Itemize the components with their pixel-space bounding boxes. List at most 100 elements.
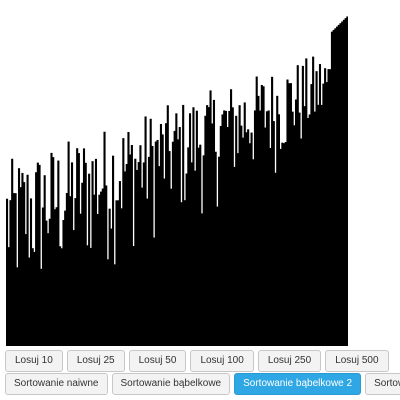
bubble-sort-2-button[interactable]: Sortowanie bąbelkowe 2 bbox=[234, 373, 362, 395]
sort-bar bbox=[209, 90, 212, 346]
sort-bar bbox=[12, 193, 15, 346]
sort-bar bbox=[127, 132, 130, 346]
sort-bar bbox=[94, 158, 98, 346]
sort-bar bbox=[14, 193, 17, 346]
sort-bar bbox=[235, 115, 238, 346]
sort-bar bbox=[219, 125, 222, 346]
sort-bar bbox=[52, 157, 55, 346]
random-500-button[interactable]: Losuj 500 bbox=[325, 350, 389, 372]
sort-bar bbox=[206, 105, 209, 346]
sort-bar bbox=[108, 208, 111, 346]
bars-chart bbox=[6, 16, 348, 346]
sort-bar bbox=[231, 107, 234, 346]
sort-bar bbox=[38, 164, 41, 346]
sort-bar bbox=[69, 196, 72, 346]
sort-bar bbox=[332, 29, 335, 346]
sort-bar bbox=[110, 228, 113, 346]
sort-bar bbox=[313, 111, 316, 346]
sort-bar bbox=[192, 107, 195, 346]
sort-bar bbox=[146, 198, 149, 346]
sort-bar bbox=[344, 18, 347, 346]
sort-bar bbox=[161, 134, 164, 346]
sort-bar bbox=[342, 19, 345, 346]
more-sort-button[interactable]: Sortowanie bbox=[365, 373, 400, 395]
sort-bar bbox=[47, 233, 50, 346]
sort-bar bbox=[187, 147, 190, 346]
sort-bar bbox=[55, 207, 58, 346]
sort-bar bbox=[118, 181, 121, 346]
sort-toolbar: Sortowanie naiwne Sortowanie bąbelkowe S… bbox=[5, 373, 400, 395]
sort-bar bbox=[288, 83, 291, 346]
sort-bar bbox=[139, 145, 142, 346]
sort-bar bbox=[115, 200, 118, 346]
sort-bar bbox=[21, 172, 24, 346]
sort-bar bbox=[185, 173, 188, 346]
sort-bar bbox=[324, 68, 327, 346]
sort-bar bbox=[312, 56, 315, 346]
sort-bar bbox=[154, 141, 157, 346]
sort-bar bbox=[62, 220, 65, 346]
sort-bar bbox=[310, 84, 313, 346]
sort-bar bbox=[274, 172, 277, 346]
random-50-button[interactable]: Losuj 50 bbox=[128, 350, 187, 372]
sort-bar bbox=[291, 111, 294, 346]
sort-bar bbox=[317, 104, 320, 346]
sort-bar bbox=[252, 159, 255, 346]
sort-bar bbox=[91, 161, 94, 346]
sort-bar bbox=[26, 174, 29, 346]
sort-bar bbox=[267, 110, 270, 346]
random-25-button[interactable]: Losuj 25 bbox=[66, 350, 125, 372]
sort-bar bbox=[43, 175, 46, 346]
sort-bar bbox=[141, 187, 144, 346]
sort-bar bbox=[305, 58, 308, 346]
sort-bar bbox=[17, 168, 21, 346]
sort-bar bbox=[165, 123, 168, 346]
sort-bar bbox=[233, 166, 236, 346]
random-250-button[interactable]: Losuj 250 bbox=[257, 350, 322, 372]
random-100-button[interactable]: Losuj 100 bbox=[190, 350, 254, 372]
sort-bar bbox=[248, 143, 251, 346]
sort-bar bbox=[151, 145, 154, 346]
random-10-button[interactable]: Losuj 10 bbox=[5, 350, 63, 372]
sort-bar bbox=[171, 141, 174, 346]
sort-bar bbox=[67, 141, 70, 346]
sort-bar bbox=[9, 200, 12, 346]
sort-bar bbox=[173, 130, 176, 346]
sort-bar bbox=[264, 127, 267, 346]
sort-bar bbox=[241, 137, 245, 346]
sort-bar bbox=[149, 118, 152, 346]
sort-bar bbox=[60, 248, 63, 346]
sort-bar bbox=[29, 198, 33, 346]
sort-bar bbox=[211, 123, 214, 346]
sort-bar bbox=[296, 65, 299, 346]
sort-bar bbox=[129, 154, 132, 346]
sort-bar bbox=[135, 169, 139, 346]
sort-bar bbox=[212, 99, 216, 346]
sort-bar bbox=[306, 117, 310, 346]
sort-bar bbox=[276, 95, 279, 346]
sort-bar bbox=[243, 102, 246, 346]
sort-bar bbox=[346, 16, 348, 346]
sort-bar bbox=[218, 156, 221, 346]
sort-bar bbox=[158, 166, 161, 346]
sort-bar bbox=[134, 158, 137, 346]
sort-bar bbox=[339, 23, 342, 346]
randomize-toolbar: Losuj 10 Losuj 25 Losuj 50 Losuj 100 Los… bbox=[5, 350, 389, 372]
sort-bar bbox=[180, 202, 183, 346]
bubble-sort-button[interactable]: Sortowanie bąbelkowe bbox=[111, 373, 231, 395]
sort-bar bbox=[337, 24, 340, 346]
sort-bar bbox=[320, 104, 323, 346]
sort-bar bbox=[100, 191, 103, 346]
sort-bar bbox=[36, 162, 39, 346]
sort-bar bbox=[147, 156, 151, 346]
naive-sort-button[interactable]: Sortowanie naiwne bbox=[5, 373, 108, 395]
sort-bar bbox=[182, 104, 185, 346]
sort-bar bbox=[45, 220, 48, 346]
sort-bar bbox=[259, 110, 262, 346]
sort-bar bbox=[170, 188, 173, 346]
sort-bar bbox=[79, 213, 82, 346]
sort-bar bbox=[265, 111, 269, 346]
sort-bar bbox=[214, 151, 217, 346]
sort-bar bbox=[221, 114, 224, 346]
sort-bar bbox=[96, 213, 99, 346]
